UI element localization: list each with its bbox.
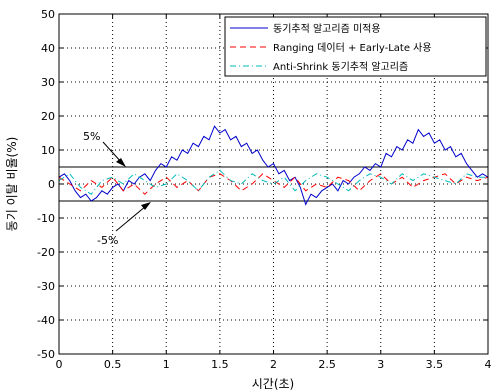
annotation-minus-5-percent-arrowhead <box>141 202 151 210</box>
annotation-5-percent-arrow-line <box>102 141 123 164</box>
x-tick-label: 2.5 <box>318 358 336 371</box>
series-line-2 <box>58 173 489 195</box>
x-tick-label: 3.5 <box>426 358 444 371</box>
y-tick-label: -50 <box>37 348 55 361</box>
x-tick-label: 3 <box>377 358 384 371</box>
x-tick-label: 1 <box>163 358 170 371</box>
x-tick-label: 0 <box>56 358 63 371</box>
x-tick-label: 4 <box>485 358 491 371</box>
series-group <box>58 125 489 206</box>
legend-label-series-3: Anti-Shrink 동기추적 알고리즘 <box>273 61 408 73</box>
x-tick-label: 1.5 <box>211 358 229 371</box>
annotation-5-percent-label: 5% <box>83 130 100 143</box>
annotation-minus-5-percent-label: -5% <box>97 234 118 247</box>
y-tick-label: -10 <box>37 212 55 225</box>
series-line-1 <box>58 125 489 206</box>
annotation-minus-5-percent-arrow-line <box>115 205 147 232</box>
annotation-5-percent-arrowhead <box>116 158 126 167</box>
ticks: 0 0.5 1 1.5 2 2.5 3 3.5 4 -50 -40 -30 -20 -10 0 10 20 30 4… <box>37 8 491 371</box>
x-tick-label: 0.5 <box>104 358 122 371</box>
y-tick-label: 50 <box>41 8 55 21</box>
x-tick-label: 2 <box>270 358 277 371</box>
legend-box <box>224 16 487 77</box>
legend-label-series-1: 동기추적 알고리즘 미적용 <box>273 23 381 35</box>
y-tick-label: -20 <box>37 246 55 259</box>
legend: 동기추적 알고리즘 미적용 Ranging 데이터 + Early-Late 사… <box>224 16 487 77</box>
series-line-3 <box>58 169 488 195</box>
y-tick-label: 10 <box>41 144 55 157</box>
y-axis-label: 동기 이탈 비율(%) <box>5 137 19 232</box>
y-tick-label: -30 <box>37 280 55 293</box>
y-tick-label: -40 <box>37 314 55 327</box>
reference-lines <box>59 166 488 202</box>
annotation-5-percent: 5% <box>83 130 126 167</box>
y-tick-label: 30 <box>41 76 55 89</box>
x-axis-label: 시간(초) <box>252 377 294 391</box>
y-tick-label: 0 <box>48 178 55 191</box>
y-tick-label: 20 <box>41 110 55 123</box>
annotation-minus-5-percent: -5% <box>97 202 151 247</box>
y-tick-label: 40 <box>41 42 55 55</box>
legend-label-series-2: Ranging 데이터 + Early-Late 사용 <box>273 42 432 54</box>
